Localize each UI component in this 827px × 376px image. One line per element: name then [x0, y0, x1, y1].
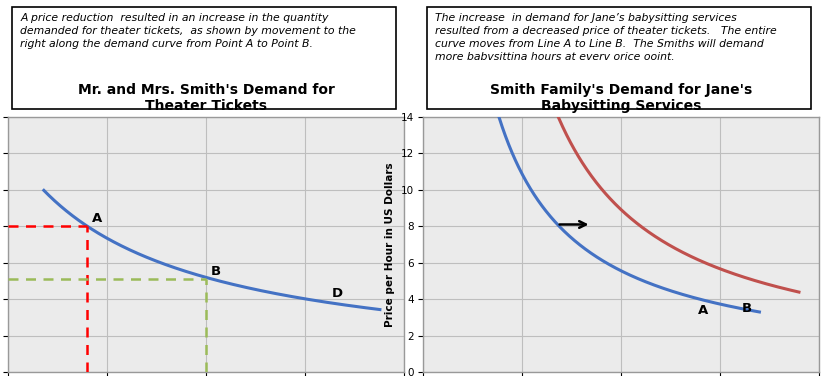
Text: A: A [698, 304, 708, 317]
Y-axis label: Price per Hour in US Dollars: Price per Hour in US Dollars [385, 162, 394, 327]
FancyBboxPatch shape [428, 7, 810, 109]
Title: Smith Family's Demand for Jane's
Babysitting Services: Smith Family's Demand for Jane's Babysit… [490, 83, 753, 113]
Text: B: B [742, 302, 753, 315]
FancyBboxPatch shape [12, 7, 395, 109]
Text: A price reduction  resulted in an increase in the quantity
demanded for theater : A price reduction resulted in an increas… [20, 12, 356, 49]
Title: Mr. and Mrs. Smith's Demand for
Theater Tickets: Mr. and Mrs. Smith's Demand for Theater … [78, 83, 334, 113]
Text: A: A [93, 212, 103, 225]
Text: The increase  in demand for Jane’s babysitting services
resulted from a decrease: The increase in demand for Jane’s babysi… [435, 12, 777, 62]
Text: D: D [332, 287, 342, 300]
Text: B: B [211, 265, 221, 278]
